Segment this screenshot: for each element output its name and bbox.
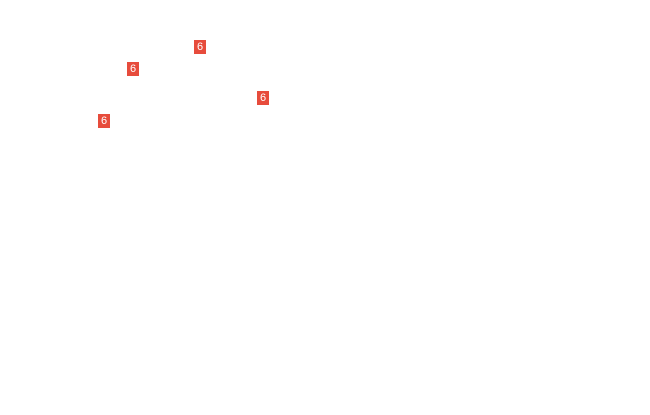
marker-badge[interactable]: 6 [98, 114, 110, 128]
marker-badge[interactable]: 6 [127, 62, 139, 76]
marker-badge[interactable]: 6 [194, 40, 206, 54]
marker-badge[interactable]: 6 [257, 91, 269, 105]
